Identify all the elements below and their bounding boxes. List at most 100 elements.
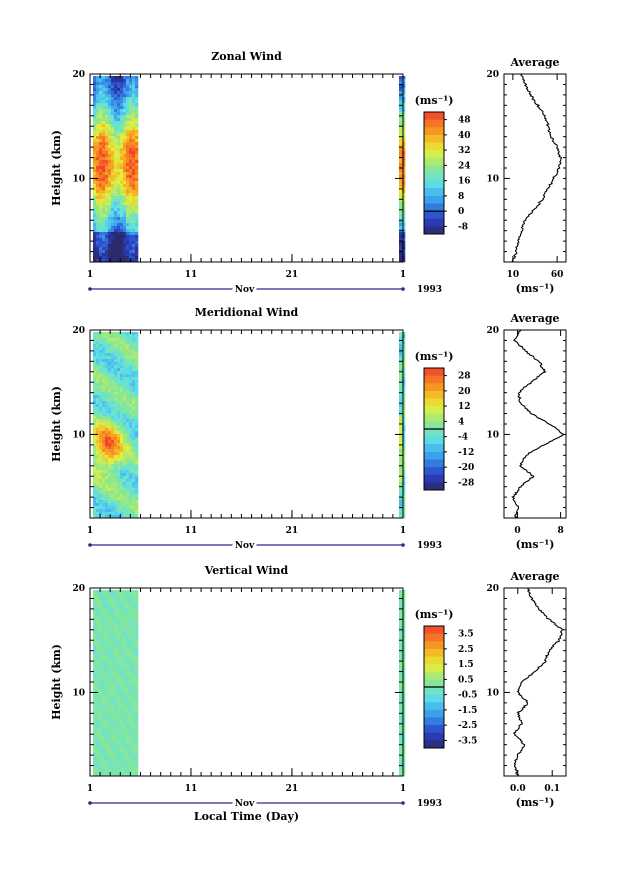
heatmap-cell (105, 731, 109, 735)
heatmap-cell (102, 620, 106, 624)
heatmap-cell (96, 632, 100, 636)
heatmap-cell (129, 338, 133, 342)
heatmap-cell (126, 455, 130, 459)
heatmap-cell (111, 97, 115, 101)
heatmap-cell (399, 716, 403, 720)
heatmap-cell (132, 491, 136, 495)
heatmap-cell (93, 659, 97, 663)
heatmap-cell (111, 187, 115, 191)
heatmap-cell (132, 175, 136, 179)
heatmap-cell (108, 214, 112, 218)
heatmap-cell (402, 698, 406, 702)
heatmap-cell (135, 407, 139, 411)
heatmap-cell (126, 196, 130, 200)
heatmap-cell (108, 698, 112, 702)
heatmap-cell (120, 431, 124, 435)
heatmap-cell (96, 608, 100, 612)
heatmap-cell (123, 770, 127, 774)
heatmap-cell (123, 401, 127, 405)
heatmap-cell (117, 401, 121, 405)
heatmap-cell (129, 347, 133, 351)
heatmap-cell (108, 76, 112, 80)
average-y-tick-label: 10 (486, 688, 499, 698)
x-axis-label: Local Time (Day) (194, 810, 299, 823)
heatmap-cell (93, 347, 97, 351)
heatmap-cell (96, 410, 100, 414)
heatmap-cell (111, 220, 115, 224)
colorbar-label: 8 (458, 192, 464, 202)
heatmap-cell (114, 169, 118, 173)
heatmap-cell (114, 377, 118, 381)
heatmap-cell (96, 704, 100, 708)
heatmap-cell (399, 335, 403, 339)
heatmap-cell (135, 590, 139, 594)
heatmap-cell (93, 383, 97, 387)
heatmap-cell (399, 455, 403, 459)
heatmap-cell (126, 773, 130, 777)
heatmap-cell (105, 482, 109, 486)
heatmap-cell (102, 121, 106, 125)
heatmap-cell (108, 229, 112, 233)
heatmap-cell (96, 341, 100, 345)
heatmap-cell (129, 238, 133, 242)
heatmap-cell (126, 106, 130, 110)
heatmap-cell (93, 605, 97, 609)
heatmap-cell (93, 509, 97, 513)
heatmap-cell (96, 749, 100, 753)
heatmap-cell (399, 515, 403, 519)
heatmap-cell (108, 383, 112, 387)
heatmap-cell (123, 680, 127, 684)
heatmap-cell (129, 461, 133, 465)
heatmap-cell (111, 623, 115, 627)
heatmap-cell (399, 674, 403, 678)
heatmap-cell (114, 671, 118, 675)
heatmap-cell (123, 91, 127, 95)
heatmap-cell (102, 740, 106, 744)
heatmap-cell (105, 635, 109, 639)
heatmap-cell (126, 166, 130, 170)
heatmap-cell (132, 109, 136, 113)
heatmap-cell (399, 109, 403, 113)
heatmap-cell (105, 169, 109, 173)
heatmap-cell (96, 662, 100, 666)
heatmap-cell (105, 154, 109, 158)
heatmap-cell (135, 461, 139, 465)
heatmap-cell (126, 401, 130, 405)
heatmap-cell (114, 743, 118, 747)
average-x-tick-label: 10 (507, 270, 520, 280)
heatmap-cell (129, 202, 133, 206)
average-profile-line (511, 73, 563, 263)
heatmap-cell (399, 707, 403, 711)
heatmap-cell (117, 241, 121, 245)
heatmap-cell (120, 725, 124, 729)
heatmap-cell (132, 725, 136, 729)
heatmap-cell (123, 653, 127, 657)
heatmap-cell (129, 223, 133, 227)
heatmap-cell (126, 734, 130, 738)
heatmap-cell (93, 431, 97, 435)
heatmap-cell (93, 653, 97, 657)
heatmap-cell (93, 674, 97, 678)
colorbar-label: -0.5 (458, 691, 477, 701)
heatmap-cell (105, 689, 109, 693)
heatmap-cell (117, 767, 121, 771)
heatmap-cell (93, 695, 97, 699)
heatmap-cell (117, 136, 121, 140)
heatmap-cell (399, 359, 403, 363)
heatmap-cell (399, 371, 403, 375)
heatmap-cell (93, 425, 97, 429)
heatmap-cell (120, 470, 124, 474)
colorbar-label: 24 (458, 161, 471, 171)
heatmap-cell (93, 416, 97, 420)
heatmap-cell (111, 638, 115, 642)
heatmap-cell (135, 259, 139, 263)
heatmap-cell (129, 677, 133, 681)
heatmap-cell (111, 677, 115, 681)
heatmap-cell (402, 437, 406, 441)
heatmap-cell (114, 193, 118, 197)
heatmap-cell (120, 719, 124, 723)
heatmap-cell (129, 148, 133, 152)
heatmap-cell (120, 145, 124, 149)
heatmap-cell (132, 172, 136, 176)
heatmap-cell (117, 608, 121, 612)
